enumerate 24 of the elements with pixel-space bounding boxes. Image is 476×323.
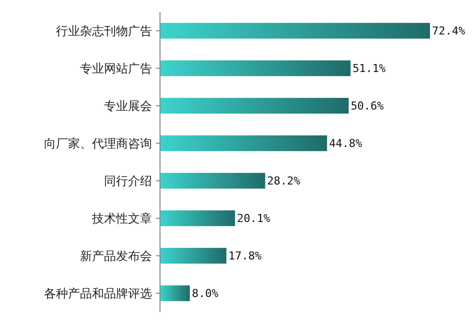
bar [160,210,235,226]
y-tick-label: 技术性文章 [91,211,152,226]
bar [160,285,190,302]
data-label: 20.1% [236,212,270,226]
y-tick-label: 向厂家、代理商咨询 [44,136,152,150]
bar [160,135,328,152]
y-tick-label: 专业展会 [104,98,152,113]
bar [160,248,226,264]
data-label: 50.6% [350,100,384,113]
bar [160,22,430,39]
data-label: 28.2% [267,174,301,188]
bar [160,60,351,76]
data-label: 8.0% [192,287,219,300]
y-tick-label: 行业杂志刊物广告 [56,24,152,38]
data-label: 72.4% [432,24,466,38]
y-tick-label: 同行介绍 [104,174,152,188]
bar [160,172,266,189]
y-tick-label: 新产品发布会 [80,248,152,263]
data-label: 44.8% [329,137,363,150]
bar [160,98,349,114]
data-label: 17.8% [228,250,262,263]
data-label: 51.1% [352,62,386,76]
y-tick-label: 专业网站广告 [80,61,152,76]
y-tick-label: 各种产品和品牌评选 [44,286,152,300]
